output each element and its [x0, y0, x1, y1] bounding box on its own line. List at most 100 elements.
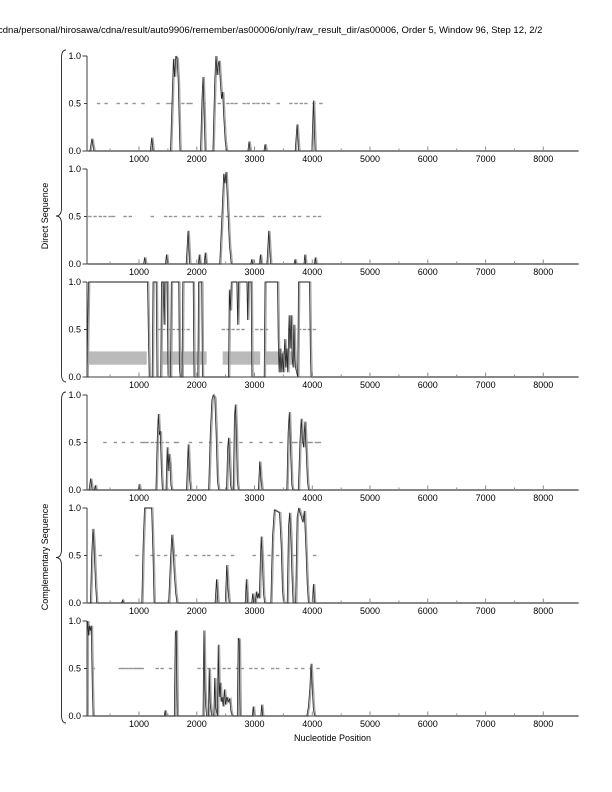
midline-mark: [304, 441, 308, 444]
panel-direct-frame-1: 0.0 0.5 1.0 1000 2000 3000 4000 5000 6000 7000 800…: [68, 51, 580, 164]
x-tick-label: 3000: [244, 606, 264, 616]
midline-mark: [202, 102, 206, 105]
midline-mark: [229, 441, 233, 444]
x-tick-label: 3000: [244, 154, 264, 164]
y-tick-label: 0.0: [68, 485, 81, 495]
midline-mark: [242, 102, 246, 105]
x-tick-label: 1000: [129, 380, 149, 390]
midline-mark: [208, 215, 213, 218]
midline-mark: [292, 554, 297, 557]
midline-mark: [260, 215, 265, 218]
midline-mark: [197, 667, 201, 670]
panel-complementary-frame-1: 0.0 0.5 1.0 1000 2000 3000 4000 5000 6000 7000 800…: [68, 390, 580, 503]
midline-mark: [104, 102, 108, 105]
midline-mark: [277, 215, 282, 218]
x-tick-label: 5000: [360, 154, 380, 164]
probability-trace: [86, 281, 578, 378]
midline-mark: [182, 215, 186, 218]
midline-mark: [312, 554, 317, 557]
midline-mark: [316, 667, 320, 670]
midline-mark: [304, 102, 308, 105]
x-tick-label: 5000: [360, 493, 380, 503]
x-tick-label: 6000: [418, 154, 438, 164]
midline-mark: [132, 667, 136, 670]
y-tick-label: 0.5: [68, 99, 81, 109]
midline-mark: [188, 441, 193, 444]
midline-mark: [231, 328, 235, 331]
midline-mark: [276, 102, 280, 105]
x-tick-label: 7000: [476, 719, 496, 729]
midline-mark: [225, 215, 230, 218]
x-tick-label: 1000: [129, 493, 149, 503]
midline-mark: [185, 554, 189, 557]
midline-mark: [317, 215, 322, 218]
uncertainty-bar: [86, 351, 147, 365]
midline-mark: [275, 554, 280, 557]
midline-mark: [286, 667, 290, 670]
x-tick-label: 5000: [360, 606, 380, 616]
midline-mark: [165, 441, 169, 444]
midline-mark: [282, 215, 286, 218]
x-tick-label: 7000: [476, 493, 496, 503]
midline-mark: [307, 441, 311, 444]
midline-mark: [155, 667, 159, 670]
x-tick-label: 2000: [187, 380, 207, 390]
midline-mark: [121, 667, 126, 670]
midline-mark: [255, 328, 259, 331]
midline-mark: [116, 102, 120, 105]
midline-mark: [169, 102, 173, 105]
midline-mark: [226, 102, 230, 105]
midline-mark: [234, 102, 238, 105]
midline-mark: [186, 102, 190, 105]
x-tick-label: 6000: [418, 719, 438, 729]
midline-mark: [199, 441, 203, 444]
midline-mark: [215, 554, 219, 557]
x-tick-label: 7000: [476, 267, 496, 277]
midline-mark: [173, 554, 178, 557]
midline-mark: [156, 554, 161, 557]
panel-direct-frame-3: 0.0 0.5 1.0 1000 2000 3000 4000 5000 6000 7000 800…: [68, 277, 580, 390]
x-tick-label: 4000: [302, 493, 322, 503]
midline-mark: [150, 554, 154, 557]
x-tick-label: 1000: [129, 606, 149, 616]
midline-mark: [266, 102, 271, 105]
midline-mark: [292, 215, 297, 218]
x-tick-label: 2000: [187, 606, 207, 616]
midline-mark: [297, 215, 302, 218]
midline-mark: [234, 215, 238, 218]
midline-mark: [267, 554, 271, 557]
probability-trace-shadow: [88, 171, 580, 265]
midline-mark: [261, 102, 265, 105]
midline-mark: [145, 441, 149, 444]
x-tick-label: 8000: [533, 267, 553, 277]
midline-mark: [168, 667, 173, 670]
complementary-sequence-brace: [55, 391, 67, 724]
x-tick-label: 4000: [302, 267, 322, 277]
midline-mark: [98, 554, 102, 557]
midline-mark: [176, 328, 180, 331]
midline-mark: [217, 215, 221, 218]
midline-mark: [307, 328, 312, 331]
midline-mark: [128, 667, 132, 670]
y-tick-label: 0.5: [68, 664, 81, 674]
midline-mark: [130, 441, 134, 444]
midline-mark: [259, 441, 263, 444]
probability-trace-shadow: [87, 281, 580, 378]
midline-mark: [314, 441, 318, 444]
midline-mark: [245, 215, 250, 218]
x-tick-label: 2000: [187, 493, 207, 503]
y-tick-label: 0.5: [68, 438, 81, 448]
y-tick-label: 0.0: [68, 598, 81, 608]
midline-mark: [249, 441, 253, 444]
midline-mark: [193, 554, 198, 557]
midline-mark: [257, 215, 261, 218]
midline-mark: [166, 102, 170, 105]
midline-mark: [221, 328, 225, 331]
x-tick-label: 4000: [302, 606, 322, 616]
midline-mark: [173, 215, 178, 218]
midline-mark: [125, 667, 129, 670]
midline-mark: [272, 215, 277, 218]
midline-mark: [98, 215, 102, 218]
midline-mark: [128, 215, 132, 218]
